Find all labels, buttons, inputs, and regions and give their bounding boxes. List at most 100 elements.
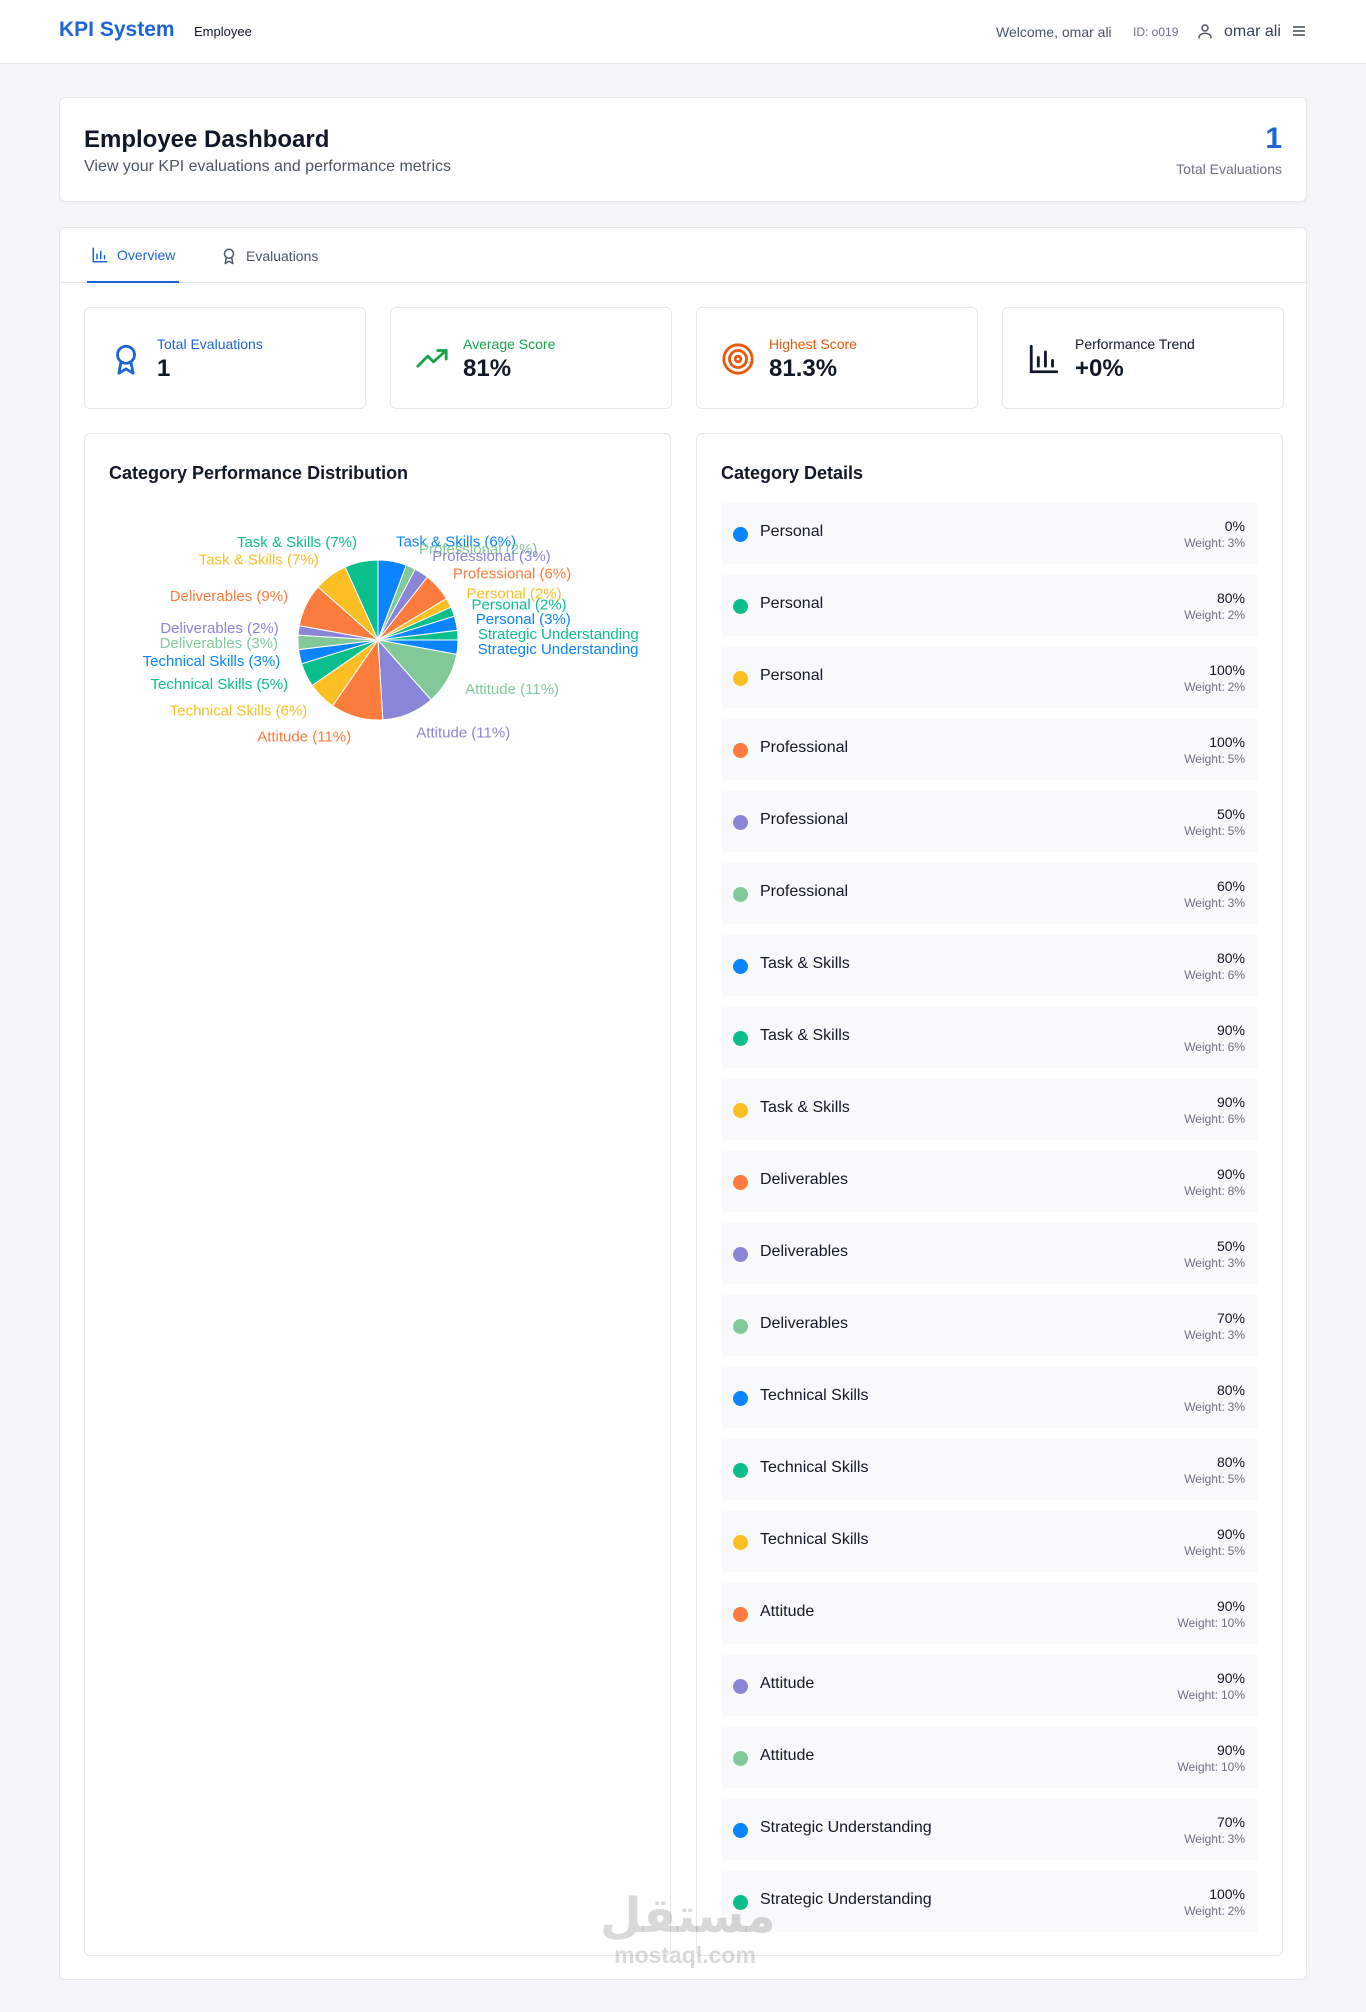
weight-prefix: Weight: xyxy=(1184,1544,1225,1558)
stat-performance-trend: Performance Trend +0% xyxy=(1002,307,1284,409)
page-title: Employee Dashboard xyxy=(84,126,330,153)
pie-slice[interactable] xyxy=(344,559,379,641)
category-detail-row: Personal 100% Weight: 2% xyxy=(721,647,1258,708)
category-score: 100% xyxy=(1209,662,1245,678)
category-details-card: Category Details Personal 0% Weight: 3% Pers… xyxy=(696,433,1283,1956)
category-weight: Weight: 5% xyxy=(1181,752,1245,766)
watermark-latin: mostaql.com xyxy=(614,1942,756,1968)
category-score: 80% xyxy=(1216,1382,1245,1398)
category-weight: Weight: 10% xyxy=(1175,1688,1246,1702)
weight-prefix: Weight: xyxy=(1184,1112,1225,1126)
user-icon[interactable] xyxy=(1196,22,1214,40)
category-detail-row: Personal 0% Weight: 3% xyxy=(721,503,1258,564)
color-dot xyxy=(733,1031,748,1046)
weight-value: 3% xyxy=(1227,1400,1245,1414)
category-name: Technical Skills xyxy=(760,1459,869,1476)
category-name: Task & Skills xyxy=(760,955,850,972)
user-name[interactable]: omar ali xyxy=(1224,23,1281,40)
tab-overview[interactable]: Overview xyxy=(87,228,180,283)
user-id: ID: o019 xyxy=(1133,25,1179,39)
stat-label: Total Evaluations xyxy=(157,336,263,352)
weight-prefix: Weight: xyxy=(1184,536,1225,550)
tab-evaluations[interactable]: Evaluations xyxy=(220,228,318,283)
category-name: Attitude xyxy=(760,1675,815,1692)
color-dot xyxy=(733,815,748,830)
color-dot xyxy=(733,1103,748,1118)
color-dot xyxy=(733,1823,748,1838)
stat-value: 1 xyxy=(157,355,171,382)
weight-prefix: Weight: xyxy=(1184,896,1225,910)
category-detail-row: Technical Skills 80% Weight: 3% xyxy=(721,1367,1258,1428)
weight-prefix: Weight: xyxy=(1184,1904,1225,1918)
stat-total-evaluations: Total Evaluations 1 xyxy=(84,307,366,409)
details-title: Category Details xyxy=(721,463,864,483)
category-detail-row: Professional 50% Weight: 5% xyxy=(721,791,1258,852)
category-detail-row: Attitude 90% Weight: 10% xyxy=(721,1727,1258,1788)
pie-slice-label: Personal (2%) xyxy=(472,597,567,614)
menu-icon[interactable] xyxy=(1292,24,1306,38)
category-name: Personal xyxy=(760,523,824,540)
category-score: 90% xyxy=(1216,1742,1245,1758)
category-name: Technical Skills xyxy=(760,1387,869,1404)
stat-label: Highest Score xyxy=(769,336,857,352)
category-detail-row: Task & Skills 90% Weight: 6% xyxy=(721,1079,1258,1140)
category-score: 80% xyxy=(1216,590,1245,606)
pie-slice-label: Task & Skills (6%) xyxy=(396,534,516,551)
category-score: 70% xyxy=(1216,1310,1245,1326)
category-score: 90% xyxy=(1216,1022,1245,1038)
trending-up-icon xyxy=(416,349,448,368)
weight-value: 2% xyxy=(1227,680,1245,694)
category-weight: Weight: 2% xyxy=(1181,680,1245,694)
tab-overview-label: Overview xyxy=(117,246,176,263)
category-name: Task & Skills xyxy=(760,1099,850,1116)
welcome-text: Welcome, omar ali xyxy=(996,24,1112,40)
category-distribution-card: Category Performance Distribution Task &… xyxy=(84,433,671,1956)
pie-slice-label: Strategic Understanding xyxy=(478,641,639,658)
pie-slice-label: Deliverables (3%) xyxy=(160,635,278,652)
color-dot xyxy=(733,1895,748,1910)
weight-prefix: Weight: xyxy=(1184,680,1225,694)
target-icon xyxy=(722,343,754,375)
color-dot xyxy=(733,743,748,758)
weight-prefix: Weight: xyxy=(1177,1760,1218,1774)
dashboard-header-card: Employee Dashboard View your KPI evaluat… xyxy=(59,97,1307,202)
weight-prefix: Weight: xyxy=(1184,1400,1225,1414)
category-detail-row: Personal 80% Weight: 2% xyxy=(721,575,1258,636)
weight-value: 2% xyxy=(1227,608,1245,622)
weight-value: 5% xyxy=(1227,1544,1245,1558)
main-content-card: Overview Evaluations Total Evaluations 1… xyxy=(59,227,1307,1980)
weight-prefix: Weight: xyxy=(1184,752,1225,766)
weight-value: 2% xyxy=(1227,1904,1245,1918)
color-dot xyxy=(733,1391,748,1406)
category-name: Deliverables xyxy=(760,1171,849,1188)
color-dot xyxy=(733,671,748,686)
category-name: Professional xyxy=(760,883,849,900)
brand-logo[interactable]: KPI System xyxy=(59,18,175,41)
category-score: 90% xyxy=(1216,1166,1245,1182)
category-score: 60% xyxy=(1216,878,1245,894)
pie-slice-label: Technical Skills (6%) xyxy=(170,703,308,720)
category-weight: Weight: 5% xyxy=(1181,1472,1245,1486)
color-dot xyxy=(733,1679,748,1694)
category-weight: Weight: 8% xyxy=(1181,1184,1245,1198)
category-score: 80% xyxy=(1216,1454,1245,1470)
category-score: 90% xyxy=(1216,1526,1245,1542)
weight-value: 3% xyxy=(1227,1832,1245,1846)
category-weight: Weight: 5% xyxy=(1181,824,1245,838)
category-detail-row: Deliverables 90% Weight: 8% xyxy=(721,1151,1258,1212)
total-evaluations-label: Total Evaluations xyxy=(1176,161,1282,177)
pie-slice-label: Attitude (11%) xyxy=(416,724,510,741)
category-detail-row: Attitude 90% Weight: 10% xyxy=(721,1655,1258,1716)
weight-value: 10% xyxy=(1220,1616,1245,1630)
pie-slice-label: Attitude (11%) xyxy=(257,728,351,745)
category-name: Personal xyxy=(760,595,824,612)
category-weight: Weight: 3% xyxy=(1181,1832,1245,1846)
category-detail-row: Deliverables 70% Weight: 3% xyxy=(721,1295,1258,1356)
stat-highest-score: Highest Score 81.3% xyxy=(696,307,978,409)
category-score: 50% xyxy=(1216,806,1245,822)
pie-slice-label: Personal (3%) xyxy=(476,611,571,628)
color-dot xyxy=(733,1247,748,1262)
category-score: 70% xyxy=(1216,1814,1245,1830)
weight-value: 6% xyxy=(1227,1040,1245,1054)
weight-prefix: Weight: xyxy=(1184,968,1225,982)
